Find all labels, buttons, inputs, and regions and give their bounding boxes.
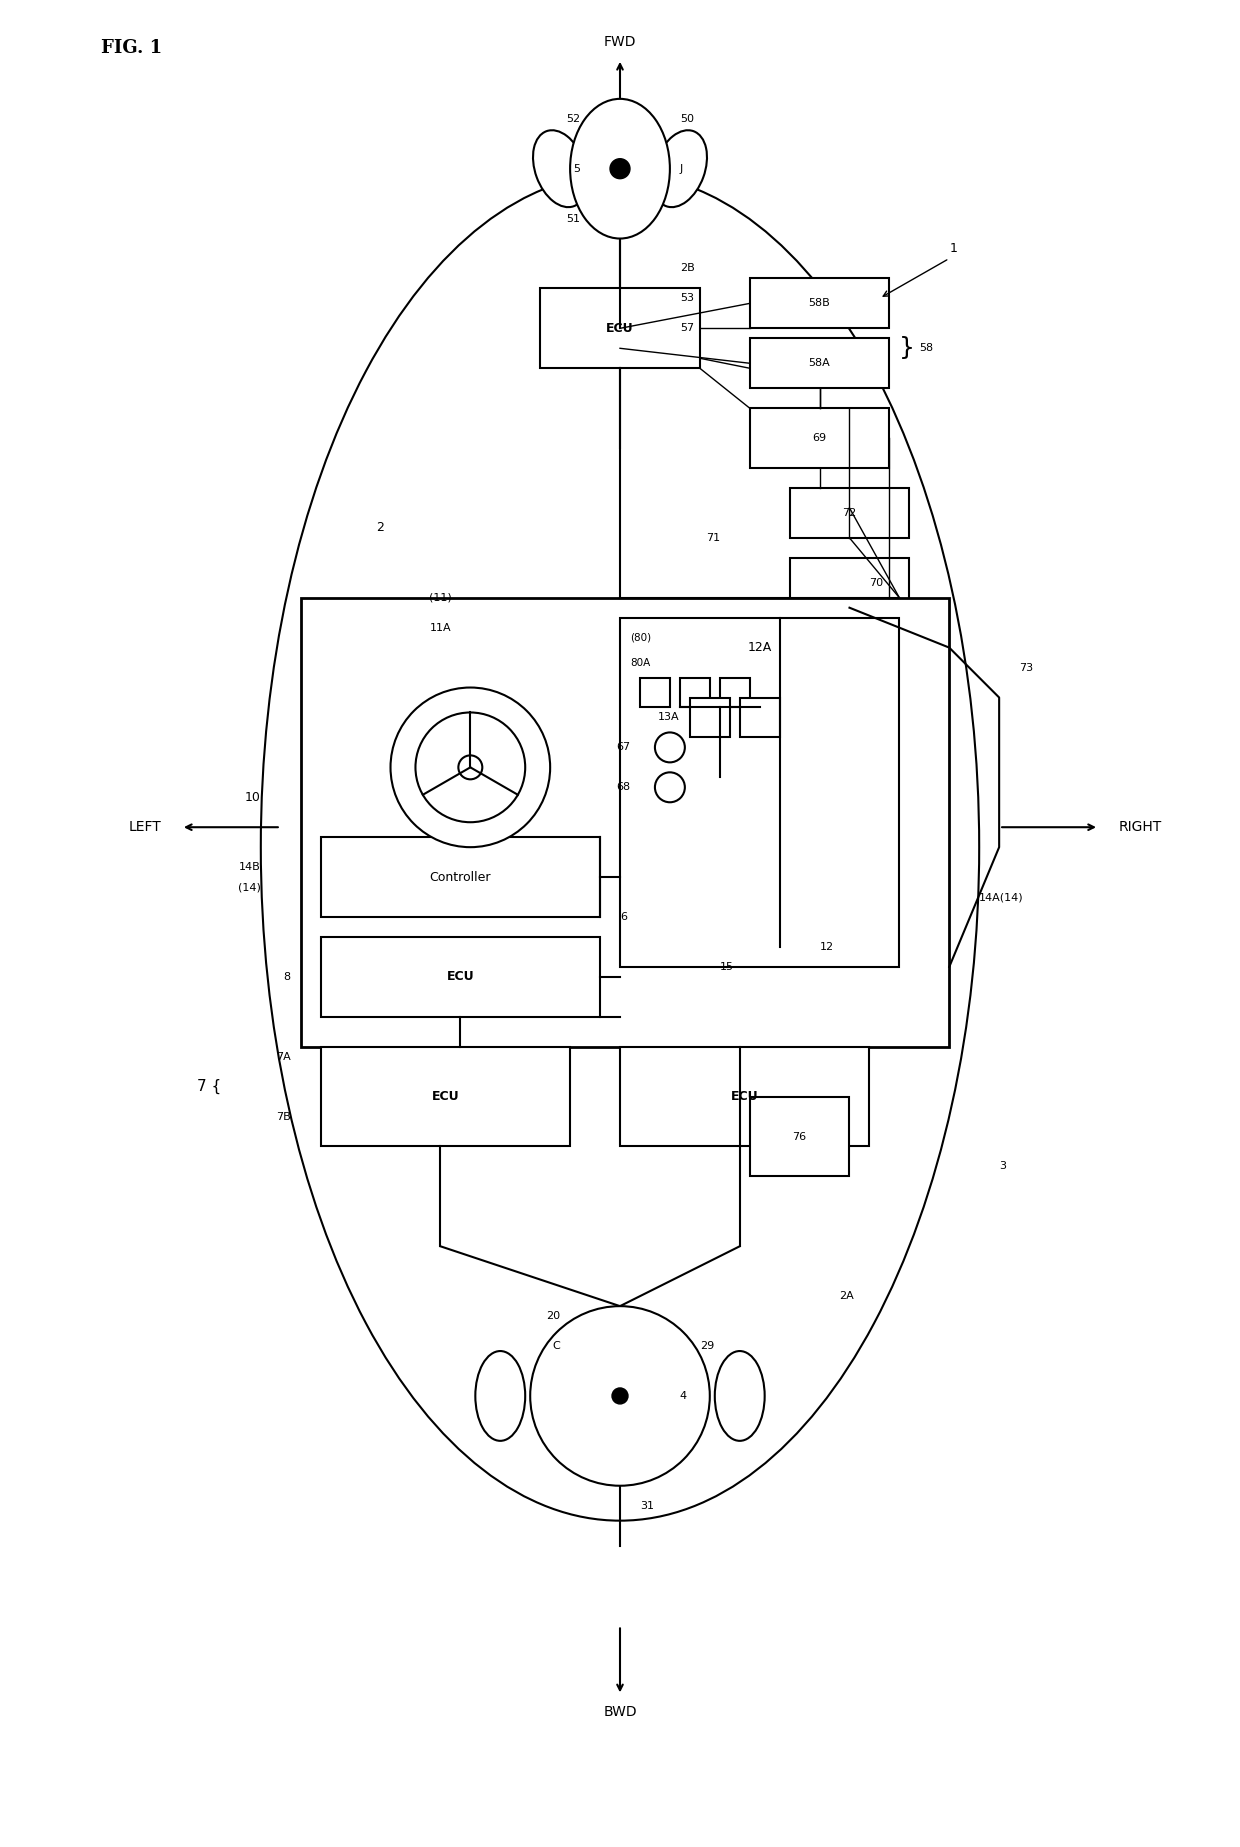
Bar: [719, 678, 750, 707]
Text: 67: 67: [616, 742, 630, 752]
Text: 76: 76: [792, 1132, 807, 1141]
Text: 71: 71: [706, 534, 719, 543]
Text: 3: 3: [999, 1162, 1006, 1171]
Text: ECU: ECU: [606, 321, 634, 334]
Text: 58: 58: [919, 344, 934, 353]
Text: 2A: 2A: [839, 1291, 854, 1300]
Circle shape: [655, 733, 684, 763]
Text: 4: 4: [680, 1391, 687, 1400]
Text: 7B: 7B: [277, 1112, 290, 1121]
Text: 5: 5: [573, 164, 580, 174]
Text: 7A: 7A: [277, 1051, 290, 1062]
Circle shape: [655, 772, 684, 802]
Text: FIG. 1: FIG. 1: [102, 39, 162, 57]
Text: FWD: FWD: [604, 35, 636, 50]
Bar: [790, 558, 909, 608]
Bar: [301, 598, 950, 1047]
Text: 70: 70: [869, 578, 884, 587]
Ellipse shape: [652, 131, 707, 207]
Text: 1: 1: [950, 242, 957, 255]
Bar: [640, 678, 670, 707]
Bar: [620, 617, 899, 966]
Bar: [321, 837, 600, 916]
Text: RIGHT: RIGHT: [1118, 820, 1162, 835]
Text: 15: 15: [719, 962, 734, 972]
Text: 58B: 58B: [808, 299, 831, 308]
Bar: [541, 288, 699, 368]
Text: 14A(14): 14A(14): [980, 892, 1024, 901]
Text: LEFT: LEFT: [128, 820, 161, 835]
Circle shape: [391, 687, 551, 848]
Text: ECU: ECU: [432, 1090, 459, 1103]
Bar: [321, 1047, 570, 1147]
Ellipse shape: [533, 131, 588, 207]
Ellipse shape: [570, 100, 670, 238]
Bar: [680, 678, 709, 707]
Text: 29: 29: [699, 1341, 714, 1350]
Circle shape: [531, 1306, 709, 1485]
Bar: [750, 279, 889, 329]
Text: 2B: 2B: [680, 264, 694, 273]
Bar: [689, 698, 730, 737]
Text: Controller: Controller: [429, 870, 491, 883]
Text: 12A: 12A: [748, 641, 771, 654]
Ellipse shape: [260, 174, 980, 1520]
Text: BWD: BWD: [603, 1705, 637, 1720]
Bar: [750, 408, 889, 467]
Text: 31: 31: [640, 1502, 653, 1511]
Text: J: J: [680, 164, 683, 174]
Text: 68: 68: [616, 783, 630, 792]
Text: 2: 2: [377, 521, 384, 534]
Text: 6: 6: [620, 912, 627, 922]
Text: 10: 10: [246, 791, 260, 803]
Circle shape: [415, 713, 526, 822]
Text: 57: 57: [680, 323, 694, 332]
Text: 72: 72: [842, 508, 857, 517]
Circle shape: [613, 1387, 627, 1404]
Bar: [580, 1367, 660, 1426]
Ellipse shape: [475, 1350, 526, 1441]
Bar: [321, 936, 600, 1018]
Text: C: C: [552, 1341, 560, 1350]
Text: 73: 73: [1019, 663, 1033, 672]
Text: 51: 51: [567, 214, 580, 223]
Text: ECU: ECU: [730, 1090, 759, 1103]
Text: (14): (14): [238, 883, 260, 892]
Text: (80): (80): [630, 634, 651, 643]
Text: (11): (11): [429, 593, 451, 602]
Text: ECU: ECU: [446, 970, 474, 983]
Text: 80A: 80A: [630, 658, 650, 667]
Text: 69: 69: [812, 432, 827, 443]
Text: 13: 13: [666, 742, 680, 752]
Text: 14B: 14B: [239, 863, 260, 872]
Circle shape: [459, 755, 482, 779]
Text: 11A: 11A: [429, 622, 451, 634]
Ellipse shape: [714, 1350, 765, 1441]
Bar: [750, 338, 889, 388]
Text: 13A: 13A: [658, 713, 680, 722]
Text: 53: 53: [680, 294, 694, 303]
Bar: [740, 698, 780, 737]
Circle shape: [610, 159, 630, 179]
Text: 20: 20: [546, 1311, 560, 1321]
Text: }: }: [899, 336, 915, 360]
Bar: [790, 488, 909, 537]
Bar: [750, 1097, 849, 1177]
Bar: [620, 1047, 869, 1147]
Text: 52: 52: [565, 115, 580, 124]
Text: 7 {: 7 {: [197, 1079, 221, 1093]
Text: 50: 50: [680, 115, 694, 124]
Text: 8: 8: [284, 972, 290, 983]
Text: 58A: 58A: [808, 358, 831, 368]
Text: 12: 12: [820, 942, 833, 951]
